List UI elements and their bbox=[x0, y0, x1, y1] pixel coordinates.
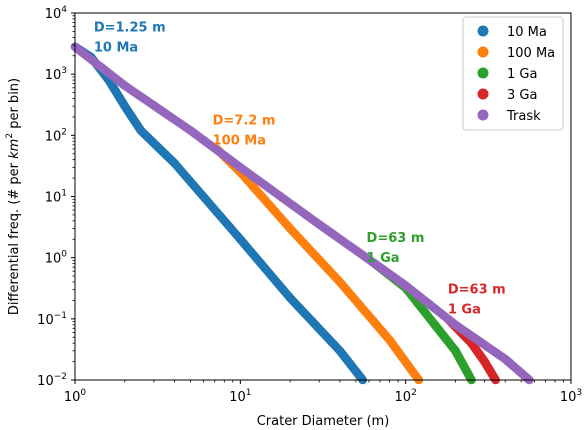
legend-marker bbox=[477, 88, 489, 100]
y-tick-label: 104 bbox=[45, 5, 68, 22]
y-tick-label: 10−2 bbox=[37, 372, 67, 389]
y-axis-label-suffix: per bin) bbox=[7, 78, 22, 133]
y-axis-label-unit: km bbox=[7, 139, 22, 159]
x-axis-ticks: 100 101 102 103 bbox=[64, 380, 582, 405]
y-tick-label: 100 bbox=[45, 250, 68, 267]
legend-marker bbox=[477, 67, 489, 79]
y-axis-ticks: 10−2 10−1 100 101 102 103 104 bbox=[37, 5, 75, 389]
x-tick-label: 102 bbox=[395, 388, 417, 405]
y-axis-label: Differential freq. (# per km2 per bin) bbox=[5, 78, 22, 315]
annotation-layer: D=1.25 m 10 Ma D=7.2 m 100 Ma D=63 m 1 Ga D=63… bbox=[94, 20, 506, 317]
legend-label: 100 Ma bbox=[507, 46, 555, 61]
x-tick-label: 100 bbox=[64, 388, 87, 405]
y-tick-label: 10−1 bbox=[37, 311, 67, 328]
legend: 10 Ma 100 Ma 1 Ga 3 Ga Trask bbox=[462, 16, 564, 131]
annotation-age: 1 Ga bbox=[448, 302, 481, 317]
series-layer bbox=[70, 42, 534, 385]
y-axis-label-prefix: Differential freq. (# per bbox=[7, 159, 22, 315]
annotation-age: 1 Ga bbox=[367, 251, 400, 266]
y-tick-label: 101 bbox=[45, 189, 67, 206]
legend-label: Trask bbox=[506, 109, 541, 124]
legend-label: 3 Ga bbox=[507, 88, 537, 103]
legend-marker bbox=[477, 46, 489, 58]
annotation-diameter: D=63 m bbox=[448, 282, 506, 297]
legend-box bbox=[462, 16, 564, 131]
x-tick-label: 103 bbox=[560, 388, 582, 405]
legend-marker bbox=[477, 109, 489, 121]
annotation-diameter: D=63 m bbox=[367, 231, 425, 246]
series-trask bbox=[70, 42, 534, 385]
y-tick-label: 102 bbox=[45, 127, 67, 144]
legend-label: 1 Ga bbox=[507, 67, 537, 82]
y-axis-label-unit-exp: 2 bbox=[5, 133, 15, 139]
annotation-diameter: D=7.2 m bbox=[213, 114, 276, 129]
annotation-age: 100 Ma bbox=[213, 134, 266, 149]
x-axis-label: Crater Diameter (m) bbox=[257, 414, 390, 429]
series-10-ma bbox=[70, 42, 368, 385]
y-tick-label: 103 bbox=[45, 66, 67, 83]
x-tick-label: 101 bbox=[229, 388, 251, 405]
series-1-ga bbox=[368, 257, 476, 385]
legend-label: 10 Ma bbox=[507, 25, 547, 40]
annotation-age: 10 Ma bbox=[94, 40, 138, 55]
legend-marker bbox=[477, 25, 489, 37]
annotation-diameter: D=1.25 m bbox=[94, 20, 166, 35]
